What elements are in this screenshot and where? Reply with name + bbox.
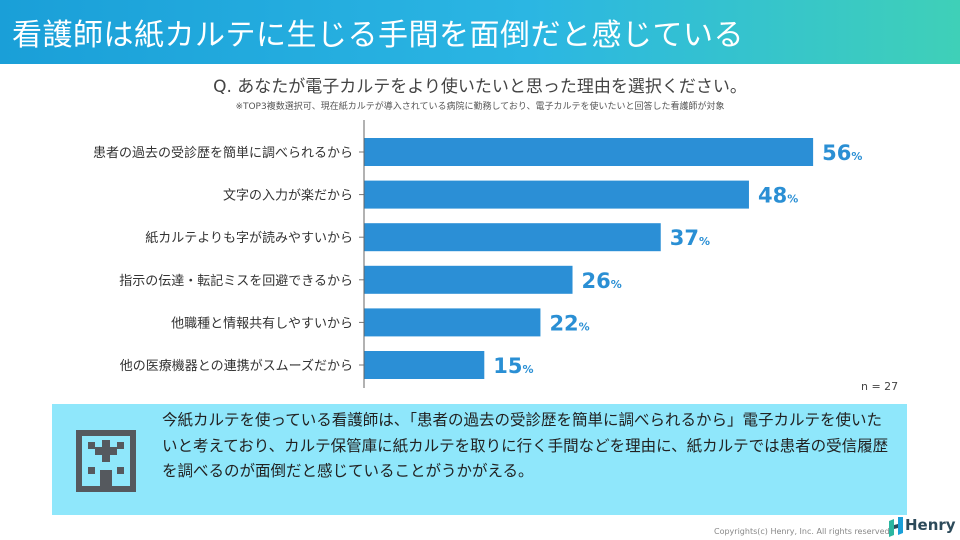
page-title: 看護師は紙カルテに生じる手間を面倒だと感じている <box>12 18 744 53</box>
bar <box>364 138 814 166</box>
henry-logo: Henry <box>889 514 959 538</box>
value-label: 48% <box>758 184 798 208</box>
summary-text: 今紙カルテを使っている看護師は、「患者の過去の受診歴を簡単に調べられるから」電子… <box>162 411 889 480</box>
category-label: 指示の伝達・転記ミスを回避できるから <box>119 273 353 289</box>
henry-logo-mark <box>889 517 903 537</box>
bar <box>364 308 541 337</box>
hospital-icon <box>76 430 136 492</box>
bar <box>364 265 573 294</box>
value-label: 37% <box>670 226 710 250</box>
value-label: 56% <box>822 141 862 165</box>
survey-note: ※TOP3複数選択可、現在紙カルテが導入されている病院に勤務しており、電子カルテ… <box>235 102 725 112</box>
value-label: 15% <box>493 354 533 378</box>
bar <box>364 180 749 209</box>
bar <box>364 351 485 379</box>
title-banner: 看護師は紙カルテに生じる手間を面倒だと感じている <box>0 0 960 64</box>
logo-text: Henry <box>905 516 956 534</box>
survey-question: Q. あなたが電子カルテをより使いたいと思った理由を選択ください。 <box>213 77 747 97</box>
bar-chart: 患者の過去の受診歴を簡単に調べられるから 56% 文字の入力が楽だから 48% 紙カルテ… <box>93 120 862 388</box>
value-label: 26% <box>582 269 622 293</box>
sample-size-label: n = 27 <box>861 380 899 393</box>
summary-box: 今紙カルテを使っている看護師は、「患者の過去の受診歴を簡単に調べられるから」電子… <box>52 404 907 515</box>
value-label: 22% <box>549 311 589 335</box>
category-label: 文字の入力が楽だから <box>223 188 353 204</box>
category-label: 患者の過去の受診歴を簡単に調べられるから <box>93 145 353 161</box>
category-label: 他の医療機器との連携がスムーズだから <box>120 358 353 374</box>
bar <box>364 223 661 252</box>
category-label: 紙カルテよりも字が読みやすいから <box>145 230 353 246</box>
copyright-text: Copyrights(c) Henry, Inc. All rights res… <box>714 527 893 536</box>
category-label: 他職種と情報共有しやすいから <box>171 315 353 331</box>
